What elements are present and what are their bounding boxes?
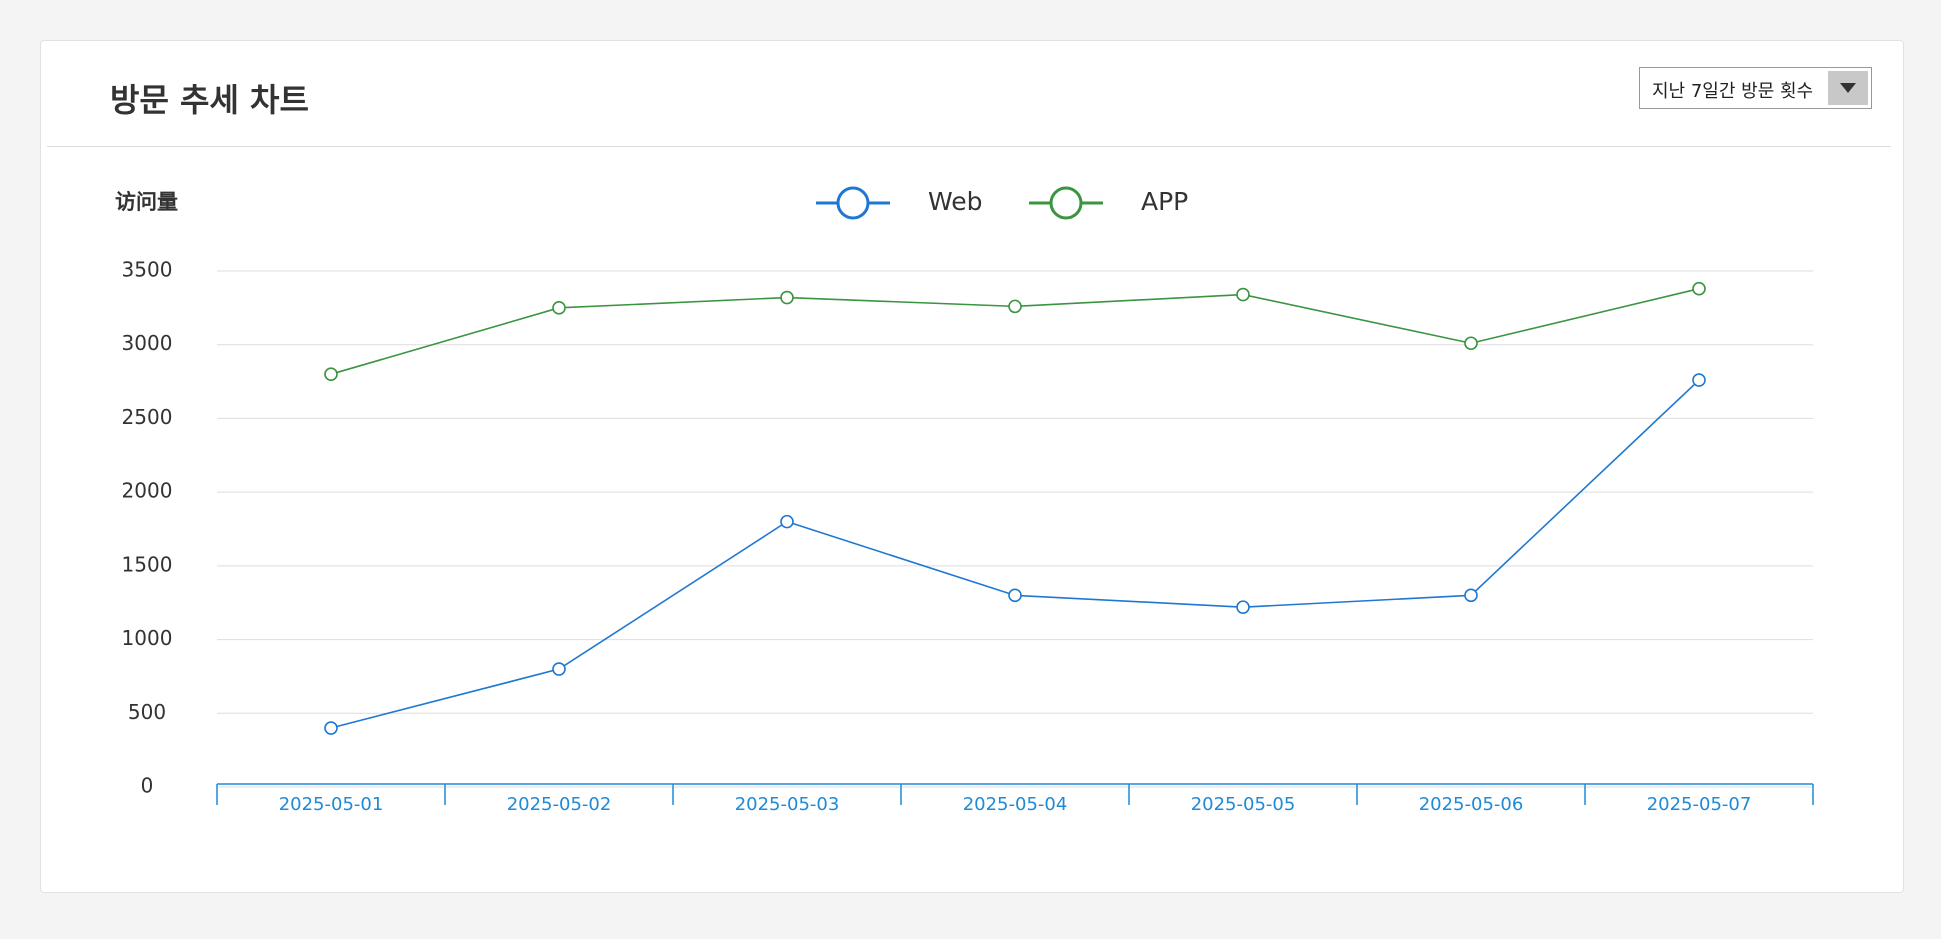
x-tick-label: 2025-05-07: [1647, 794, 1752, 815]
data-point: [324, 721, 338, 735]
data-point: [1008, 588, 1022, 603]
data-point: [1692, 281, 1706, 296]
data-point: [1236, 287, 1250, 302]
period-dropdown[interactable]: 지난 7일간 방문 횟수: [1639, 67, 1872, 109]
y-tick-label: 2000: [122, 479, 173, 503]
y-tick-label: 0: [141, 774, 154, 798]
data-point: [1464, 588, 1478, 603]
x-tick-label: 2025-05-02: [507, 794, 612, 815]
card: 방문 추세 차트 지난 7일간 방문 횟수: [40, 40, 1904, 893]
page-title: 방문 추세 차트: [110, 81, 309, 119]
x-tick-label: 2025-05-05: [1191, 794, 1296, 815]
series-line: [330, 379, 1700, 729]
y-tick-label: 1000: [122, 626, 173, 650]
legend-label: Web: [928, 187, 983, 216]
legend-marker: [1049, 186, 1083, 220]
data-point: [780, 514, 794, 529]
legend-label: APP: [1141, 187, 1188, 216]
data-point: [780, 290, 794, 305]
x-tick-label: 2025-05-01: [279, 794, 384, 815]
y-tick-label: 2500: [122, 405, 173, 429]
x-tick-label: 2025-05-06: [1419, 794, 1524, 815]
data-point: [1236, 600, 1250, 614]
y-tick-label: 1500: [122, 552, 173, 576]
data-point: [1008, 299, 1022, 314]
dropdown-label: 지난 7일간 방문 횟수: [1652, 81, 1814, 102]
x-tick-label: 2025-05-03: [735, 794, 840, 815]
y-axis-label: 访问量: [115, 190, 178, 214]
data-point: [552, 301, 566, 315]
x-tick-label: 2025-05-04: [963, 794, 1068, 815]
y-tick-label: 3500: [122, 258, 173, 282]
data-point: [324, 367, 338, 382]
dropdown-button[interactable]: [1828, 71, 1868, 105]
data-point: [1692, 373, 1706, 387]
y-tick-label: 3000: [122, 331, 173, 355]
header-separator: [47, 146, 1891, 147]
y-tick-label: 500: [128, 700, 166, 724]
data-point: [552, 662, 566, 676]
legend-marker: [836, 186, 870, 220]
data-point: [1464, 336, 1478, 351]
